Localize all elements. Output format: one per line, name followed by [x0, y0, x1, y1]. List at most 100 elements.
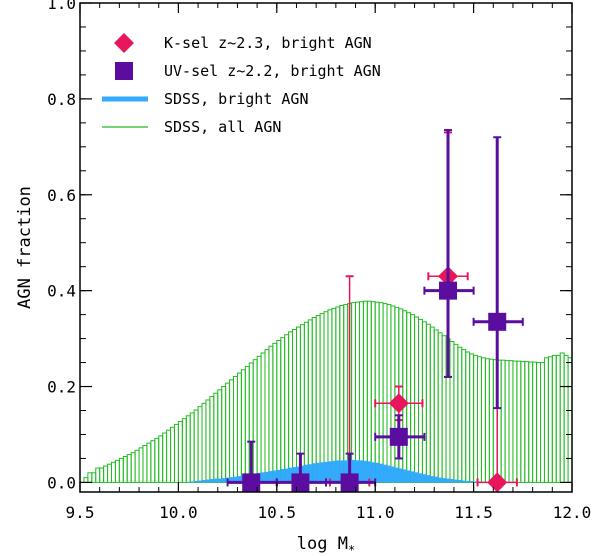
histogram-bin: [312, 463, 317, 483]
plot-frame: [79, 2, 573, 493]
histogram-bin: [308, 464, 313, 483]
histogram-bin: [418, 473, 423, 483]
histogram-bin: [500, 359, 506, 483]
histogram-bin: [355, 301, 360, 483]
histogram-bin: [209, 396, 215, 483]
histogram-bin: [378, 302, 384, 483]
x-tick-label: 9.5: [66, 503, 95, 522]
histogram-bin: [375, 462, 380, 483]
histogram-bin: [244, 365, 250, 483]
histogram-bin: [189, 412, 195, 483]
histogram-bin: [268, 470, 273, 483]
histogram-bin: [280, 337, 286, 483]
histogram-bin: [362, 300, 368, 483]
square-marker: [291, 473, 310, 492]
histogram-bin: [154, 437, 160, 483]
histogram-bin: [316, 462, 321, 483]
histogram-bin: [303, 321, 309, 483]
histogram-bin: [406, 470, 411, 483]
histogram-bin: [524, 361, 530, 483]
histogram-bin: [406, 312, 412, 483]
square-marker: [340, 473, 359, 492]
histogram-bin: [217, 478, 222, 483]
histogram-bin: [516, 360, 522, 483]
histogram-bin: [367, 461, 372, 483]
histogram-bin: [103, 465, 109, 483]
histogram-bin: [236, 372, 242, 483]
histogram-bin: [383, 464, 388, 483]
histogram-bin: [193, 409, 199, 483]
histogram-bin: [233, 476, 238, 483]
histogram-bin: [394, 467, 399, 483]
histogram-bin: [390, 305, 396, 483]
histogram-bin: [358, 301, 364, 483]
histogram-bin: [370, 301, 376, 483]
histogram-bin: [484, 358, 490, 483]
histogram-bin: [205, 399, 211, 483]
histogram-bin: [551, 354, 557, 483]
histogram-bin: [410, 471, 415, 483]
histogram-bin: [292, 328, 297, 483]
histogram-bin: [185, 415, 191, 483]
histogram-bin: [520, 361, 526, 483]
histogram-bin: [449, 479, 454, 483]
histogram-bin: [190, 481, 195, 483]
histogram-bin: [402, 310, 408, 483]
uvsel-point: [374, 414, 426, 460]
histogram-bin: [107, 463, 112, 483]
histogram-bin: [461, 349, 467, 483]
y-tick-label: 0.6: [47, 186, 76, 205]
histogram-bin: [555, 354, 561, 483]
histogram-bin: [256, 355, 262, 483]
histogram-bin: [426, 475, 431, 483]
histogram-bin: [114, 459, 120, 483]
histogram-bin: [559, 352, 565, 483]
histogram-bin: [272, 470, 277, 483]
histogram-bin: [480, 357, 486, 483]
histogram-bin: [449, 340, 455, 483]
histogram-bin: [425, 323, 431, 483]
histogram-bin: [91, 472, 97, 483]
histogram-bin: [453, 479, 458, 483]
histogram-bin: [217, 389, 223, 483]
histogram-bin: [343, 460, 348, 483]
histogram-bin: [201, 402, 207, 483]
histogram-bin: [504, 360, 510, 483]
histogram-bin: [213, 478, 218, 483]
histogram-bin: [461, 480, 466, 483]
histogram-bin: [473, 354, 479, 483]
histogram-bin: [276, 469, 281, 483]
histogram-bin: [437, 332, 443, 483]
histogram-bin: [429, 326, 435, 483]
uvsel-points: [226, 129, 524, 492]
histogram-bin: [162, 432, 168, 483]
histogram-bin: [327, 461, 332, 483]
histogram-bin: [142, 444, 148, 483]
y-tick-label: 1.0: [47, 0, 76, 13]
histogram-bin: [122, 456, 128, 483]
histogram-bin: [260, 352, 266, 483]
histogram-bin: [197, 406, 203, 483]
histogram-bin: [170, 426, 175, 483]
y-tick-label: 0.2: [47, 378, 76, 397]
histogram-bin: [177, 421, 183, 483]
histogram-bin: [477, 356, 482, 483]
histogram-bin: [374, 301, 380, 483]
histogram-bin: [331, 460, 336, 483]
histogram-bin: [264, 349, 270, 483]
histogram-bin: [276, 340, 282, 483]
histogram-bin: [166, 429, 172, 483]
histogram-bin: [351, 459, 356, 483]
histogram-bin: [150, 440, 156, 483]
histogram-bin: [202, 480, 206, 483]
histogram-bin: [307, 319, 313, 483]
histogram-bin: [438, 477, 443, 483]
histogram-bin: [512, 360, 518, 483]
histogram-bin: [134, 449, 140, 483]
histogram-bin: [87, 472, 93, 483]
histogram-bin: [146, 442, 152, 483]
x-axis: 9.5 10.0 10.5 11.0 11.5 12.0: [66, 3, 591, 522]
histogram-bin: [366, 300, 372, 483]
histogram-bin: [320, 462, 325, 483]
